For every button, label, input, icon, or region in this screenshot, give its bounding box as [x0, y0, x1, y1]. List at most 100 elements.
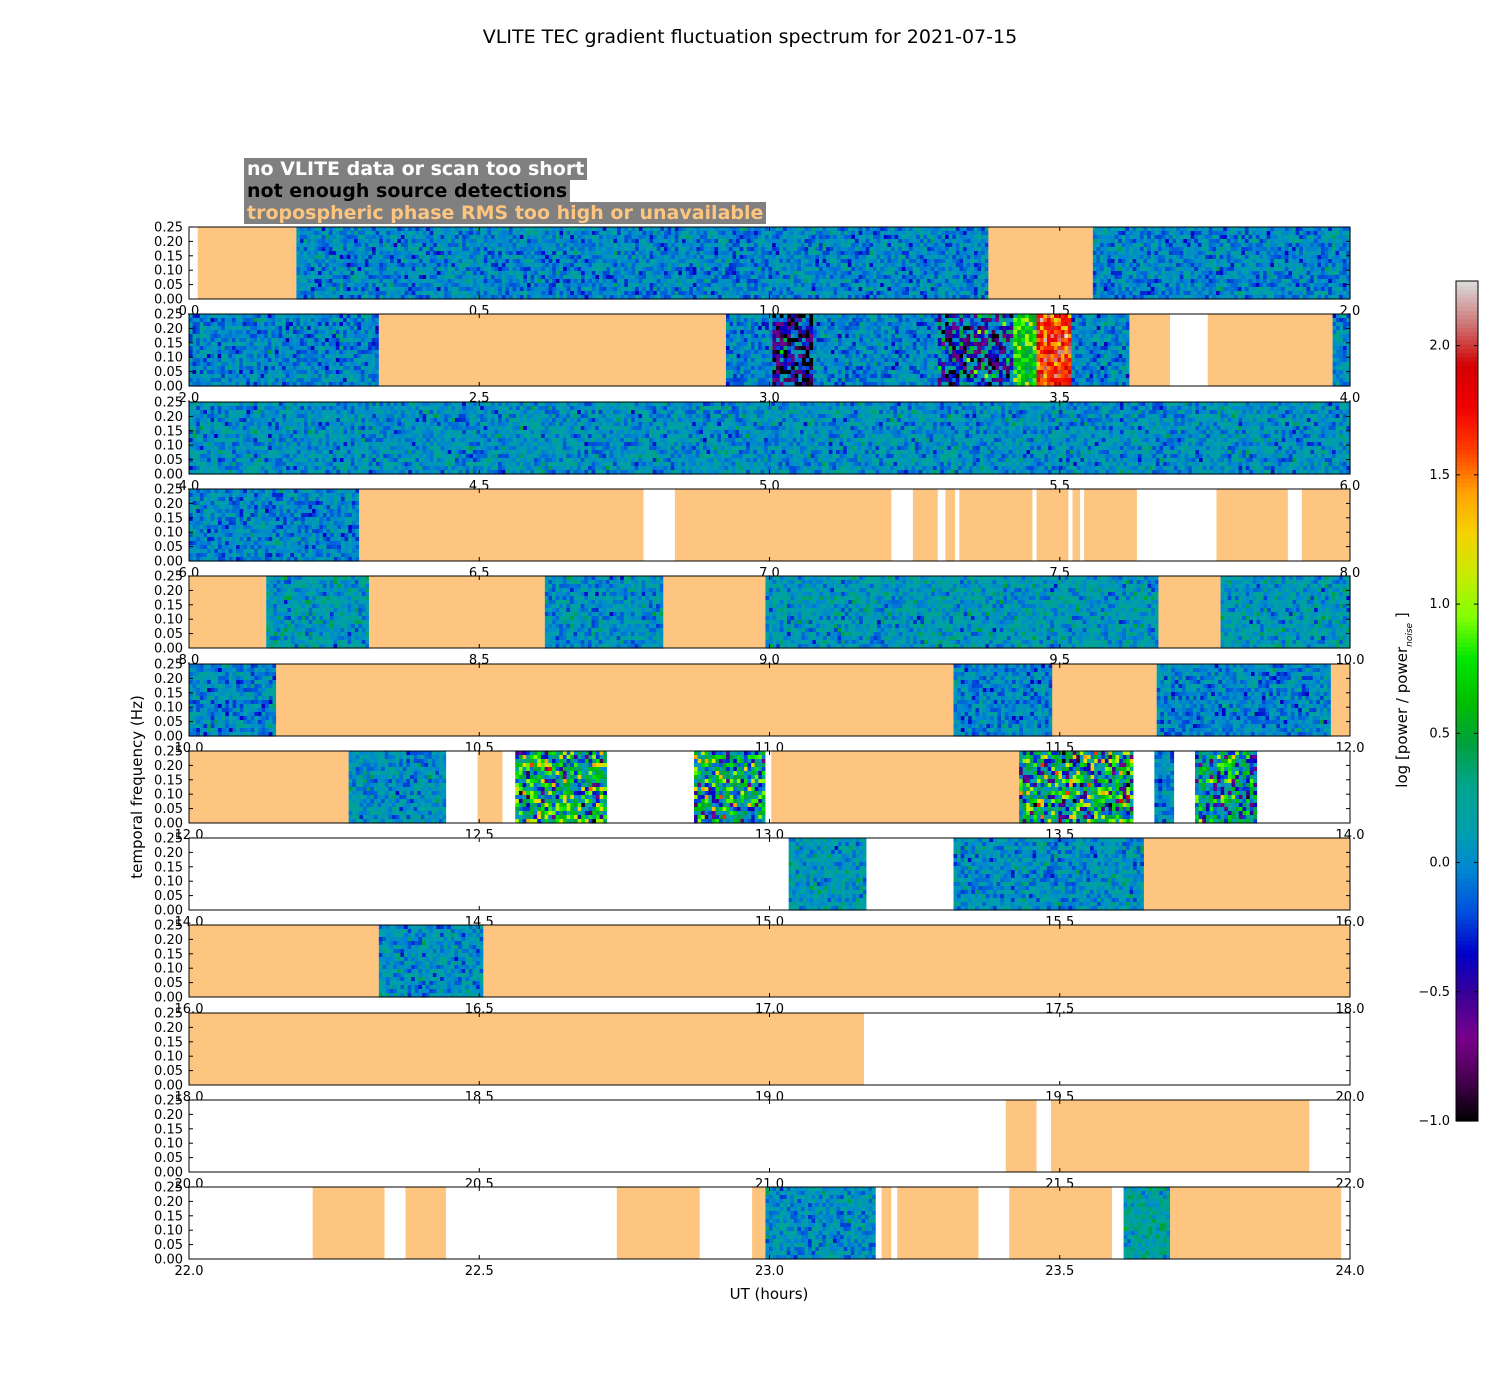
- tropo-block: [1302, 489, 1350, 561]
- spectrum-block: [765, 1187, 876, 1260]
- y-tick-label: 0.05: [154, 540, 183, 555]
- colorbar-slice: [1456, 378, 1478, 383]
- colorbar-slice: [1456, 357, 1478, 362]
- x-tick-label: 24.0: [1336, 1264, 1365, 1279]
- colorbar-slice: [1456, 919, 1478, 924]
- colorbar-slice: [1456, 718, 1478, 723]
- tropo-block: [1158, 576, 1220, 648]
- tropo-block: [617, 1187, 700, 1259]
- colorbar-slice: [1456, 390, 1478, 395]
- colorbar: −1.0−0.50.00.51.01.52.0: [1418, 281, 1478, 1129]
- colorbar-slice: [1456, 1096, 1478, 1101]
- colorbar-slice: [1456, 294, 1478, 299]
- colorbar-slice: [1456, 651, 1478, 656]
- spectrum-block: [1154, 751, 1174, 824]
- colorbar-slice: [1456, 336, 1478, 341]
- spectrum-block: [772, 314, 813, 387]
- colorbar-slice: [1456, 1024, 1478, 1029]
- colorbar-slice: [1456, 768, 1478, 773]
- colorbar-tick-label: 0.5: [1429, 726, 1450, 741]
- colorbar-slice: [1456, 617, 1478, 622]
- colorbar-slice: [1456, 315, 1478, 320]
- colorbar-tick-label: 1.0: [1429, 597, 1450, 612]
- colorbar-slice: [1456, 1066, 1478, 1071]
- colorbar-slice: [1456, 394, 1478, 399]
- colorbar-slice: [1456, 541, 1478, 546]
- tropo-block: [959, 489, 1032, 561]
- colorbar-slice: [1456, 961, 1478, 966]
- colorbar-slice: [1456, 1008, 1478, 1013]
- spectrum-block: [379, 925, 484, 998]
- tropo-block: [1170, 1187, 1341, 1259]
- colorbar-slice: [1456, 491, 1478, 496]
- colorbar-slice: [1456, 898, 1478, 903]
- tropo-block: [752, 1187, 765, 1259]
- tropo-block: [359, 489, 643, 561]
- nodata-block: [189, 838, 789, 910]
- colorbar-slice: [1456, 613, 1478, 618]
- spectrum-block: [1124, 1187, 1171, 1260]
- colorbar-slice: [1456, 562, 1478, 567]
- colorbar-slice: [1456, 403, 1478, 408]
- spectrum-block: [349, 751, 447, 824]
- y-tick-label: 0.05: [154, 1064, 183, 1079]
- colorbar-slice: [1456, 533, 1478, 538]
- colorbar-slice: [1456, 714, 1478, 719]
- colorbar-slice: [1456, 281, 1478, 286]
- y-tick-label: 0.15: [154, 947, 183, 962]
- colorbar-slice: [1456, 327, 1478, 332]
- y-tick-label: 0.15: [154, 424, 183, 439]
- colorbar-slice: [1456, 508, 1478, 513]
- colorbar-slice: [1456, 903, 1478, 908]
- y-tick-label: 0.20: [154, 1108, 183, 1123]
- colorbar-slice: [1456, 1016, 1478, 1021]
- colorbar-slice: [1456, 932, 1478, 937]
- nodata-block: [1174, 751, 1195, 823]
- colorbar-slice: [1456, 361, 1478, 366]
- colorbar-slice: [1456, 1075, 1478, 1080]
- colorbar-slice: [1456, 289, 1478, 294]
- x-tick-label: 23.0: [755, 1264, 784, 1279]
- tropo-block: [663, 576, 765, 648]
- spectrum-block: [189, 489, 360, 562]
- nodata-block: [866, 838, 953, 910]
- y-tick-label: 0.10: [154, 1050, 183, 1065]
- colorbar-slice: [1456, 579, 1478, 584]
- colorbar-slice: [1456, 550, 1478, 555]
- colorbar-slice: [1456, 466, 1478, 471]
- colorbar-slice: [1456, 982, 1478, 987]
- colorbar-slice: [1456, 751, 1478, 756]
- colorbar-slice: [1456, 604, 1478, 609]
- colorbar-slice: [1456, 1079, 1478, 1084]
- colorbar-label: log [power / powernoise ]: [1393, 612, 1415, 787]
- nodata-block: [1137, 489, 1217, 561]
- tropo-block: [1009, 1187, 1112, 1259]
- tropo-block: [189, 925, 379, 997]
- nodata-block: [876, 1187, 882, 1259]
- colorbar-slice: [1456, 285, 1478, 290]
- y-tick-label: 0.10: [154, 613, 183, 628]
- tropo-block: [1051, 1100, 1309, 1172]
- y-tick-label: 0.05: [154, 1151, 183, 1166]
- y-tick-label: 0.20: [154, 410, 183, 425]
- y-axis-label: temporal frequency (Hz): [128, 695, 146, 879]
- spectrum-block: [789, 838, 867, 911]
- colorbar-slice: [1456, 1092, 1478, 1097]
- nodata-block: [1170, 314, 1208, 386]
- colorbar-slice: [1456, 831, 1478, 836]
- spectrum-block: [726, 314, 773, 387]
- colorbar-slice: [1456, 709, 1478, 714]
- colorbar-slice: [1456, 894, 1478, 899]
- colorbar-slice: [1456, 940, 1478, 945]
- colorbar-slice: [1456, 575, 1478, 580]
- colorbar-slice: [1456, 848, 1478, 853]
- y-tick-label: 0.20: [154, 497, 183, 512]
- tropo-block: [189, 751, 349, 823]
- colorbar-slice: [1456, 911, 1478, 916]
- spectrum-block: [694, 751, 766, 824]
- y-tick-label: 0.15: [154, 1122, 183, 1137]
- tropo-block: [1073, 489, 1081, 561]
